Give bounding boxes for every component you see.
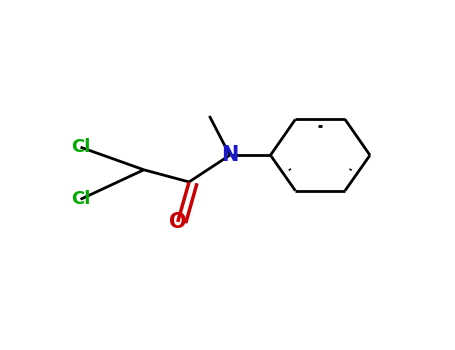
Text: O: O: [169, 212, 187, 232]
Text: Cl: Cl: [71, 190, 90, 208]
Text: Cl: Cl: [71, 138, 90, 156]
Text: N: N: [221, 145, 238, 165]
